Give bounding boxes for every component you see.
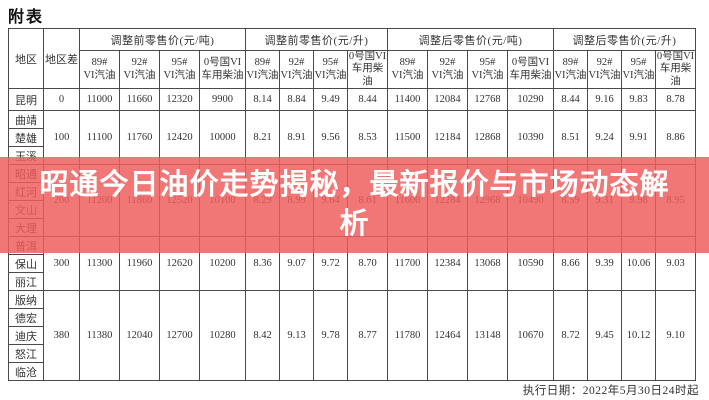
price-value-cell: 9900 — [199, 88, 246, 112]
price-value-cell: 12464 — [427, 290, 468, 382]
price-value-cell: 8.86 — [655, 110, 696, 166]
product-header: 0号国VI 车用柴油 — [199, 49, 246, 90]
price-value-cell: 9.10 — [655, 290, 696, 382]
price-group-header: 调整后零售价(元/升) — [553, 28, 696, 51]
region-cell: 德宏 — [8, 308, 44, 328]
price-value-cell: 12868 — [467, 110, 508, 166]
product-header: 95# VI汽油 — [621, 49, 656, 90]
product-header: 92# VI汽油 — [587, 49, 622, 90]
price-value-cell: 11380 — [79, 290, 120, 382]
product-header: 92# VI汽油 — [427, 49, 468, 90]
price-value-cell: 11100 — [79, 110, 120, 166]
price-value-cell: 8.51 — [553, 110, 588, 166]
price-group-header: 调整后零售价(元/吨) — [387, 28, 554, 51]
price-value-cell: 9.56 — [313, 110, 348, 166]
price-value-cell: 8.42 — [245, 290, 280, 382]
price-value-cell: 11400 — [387, 88, 428, 112]
price-value-cell: 10290 — [507, 88, 554, 112]
region-cell: 昆明 — [8, 88, 44, 112]
product-header: 0号国VI 车用柴油 — [655, 49, 696, 90]
price-value-cell: 9.45 — [587, 290, 622, 382]
region-diff-cell: 380 — [43, 290, 80, 382]
price-value-cell: 8.72 — [553, 290, 588, 382]
price-value-cell: 8.77 — [347, 290, 388, 382]
product-header: 92# VI汽油 — [119, 49, 160, 90]
price-value-cell: 12768 — [467, 88, 508, 112]
price-value-cell: 11780 — [387, 290, 428, 382]
price-value-cell: 8.21 — [245, 110, 280, 166]
headline-banner-overlay: 昭通今日油价走势揭秘，最新报价与市场动态解析 — [0, 157, 709, 253]
price-value-cell: 10280 — [199, 290, 246, 382]
price-value-cell: 8.44 — [347, 88, 388, 112]
price-value-cell: 12040 — [119, 290, 160, 382]
product-header: 89# VI汽油 — [387, 49, 428, 90]
price-group-header: 调整前零售价(元/升) — [245, 28, 388, 51]
price-value-cell: 8.44 — [553, 88, 588, 112]
region-cell: 迪庆 — [8, 326, 44, 346]
region-diff-cell: 0 — [43, 88, 80, 112]
price-value-cell: 12084 — [427, 88, 468, 112]
price-value-cell: 8.84 — [279, 88, 314, 112]
product-header: 95# VI汽油 — [313, 49, 348, 90]
region-cell: 版纳 — [8, 290, 44, 310]
region-column-header: 地区 — [8, 27, 44, 90]
price-value-cell: 8.91 — [279, 110, 314, 166]
region-cell: 临沧 — [8, 362, 44, 382]
product-header: 0号国VI 车用柴油 — [347, 49, 388, 90]
price-value-cell: 8.14 — [245, 88, 280, 112]
region-diff-column-header: 地区差 — [43, 27, 80, 90]
region-cell: 怒江 — [8, 344, 44, 364]
product-header: 89# VI汽油 — [553, 49, 588, 90]
price-value-cell: 9.13 — [279, 290, 314, 382]
price-value-cell: 9.78 — [313, 290, 348, 382]
table-header: 地区 地区差 调整前零售价(元/吨) 调整前零售价(元/升) 调整后零售价(元/吨) 调整… — [8, 27, 696, 90]
price-value-cell: 12320 — [159, 88, 200, 112]
price-value-cell: 8.78 — [655, 88, 696, 112]
headline-text: 昭通今日油价走势揭秘，最新报价与市场动态解析 — [39, 169, 670, 240]
product-header: 95# VI汽油 — [159, 49, 200, 90]
region-cell: 楚雄 — [8, 128, 44, 148]
product-header: 89# VI汽油 — [245, 49, 280, 90]
price-value-cell: 10.12 — [621, 290, 656, 382]
page-title: 附表 — [8, 9, 45, 26]
price-value-cell: 10670 — [507, 290, 554, 382]
product-header: 95# VI汽油 — [467, 49, 508, 90]
price-group-header: 调整前零售价(元/吨) — [79, 28, 246, 51]
price-value-cell: 9.49 — [313, 88, 348, 112]
price-value-cell: 11000 — [79, 88, 120, 112]
product-header: 92# VI汽油 — [279, 49, 314, 90]
product-header: 89# VI汽油 — [79, 49, 120, 90]
product-header: 0号国VI 车用柴油 — [507, 49, 554, 90]
price-value-cell: 13148 — [467, 290, 508, 382]
region-cell: 丽江 — [8, 272, 44, 292]
price-value-cell: 9.16 — [587, 88, 622, 112]
execution-date: 执行日期：2022年5月30日24时起 — [522, 385, 699, 397]
price-value-cell: 9.83 — [621, 88, 656, 112]
region-cell: 保山 — [8, 254, 44, 274]
price-value-cell: 12700 — [159, 290, 200, 382]
region-cell: 曲靖 — [8, 110, 44, 130]
price-value-cell: 11660 — [119, 88, 160, 112]
